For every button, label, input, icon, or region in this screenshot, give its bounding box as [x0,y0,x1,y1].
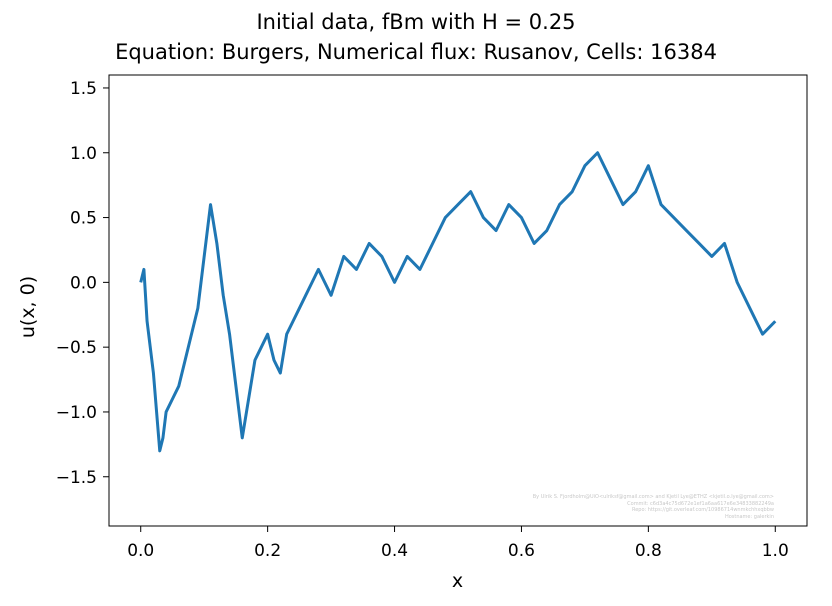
y-tick-label: 1.0 [70,144,97,164]
x-tick-label: 0.8 [635,541,662,561]
x-tick-label: 0.0 [127,541,154,561]
watermark-line: By Ulrik S. Fjordholm@UiO<ulriksf@gmail.… [532,494,774,500]
y-tick-label: −1.5 [56,468,97,488]
x-axis-ticks: 0.0 0.2 0.4 0.6 0.8 1.0 [127,526,789,561]
x-tick-label: 0.2 [254,541,281,561]
y-axis-label: u(x, 0) [17,275,39,339]
series-layer [139,151,777,453]
chart-title: Initial data, fBm with H = 0.25 [256,10,576,34]
x-axis-label: x [451,570,464,592]
y-tick-label: 0.0 [70,273,97,293]
watermark-line: Hostname: galerkin [724,513,774,520]
x-tick-label: 0.4 [381,541,408,561]
chart-subtitle: Equation: Burgers, Numerical flux: Rusan… [115,40,717,64]
x-tick-label: 1.0 [762,541,789,561]
y-tick-label: 1.5 [70,79,97,99]
y-tick-label: −0.5 [56,338,97,358]
y-axis-ticks: −1.5 −1.0 −0.5 0.0 0.5 1.0 1.5 [56,79,109,488]
watermark-line: Repo: https://git.overleaf.com/10986714w… [631,507,774,513]
y-tick-label: 0.5 [70,209,97,229]
watermark: By Ulrik S. Fjordholm@UiO<ulriksf@gmail.… [533,494,774,520]
y-tick-label: −1.0 [56,403,97,423]
axes-frame [108,74,808,527]
watermark-line: Commit: c6d3a4c75d672e1ef1a6aa617e6e3483… [627,500,774,507]
series-line [139,151,777,453]
x-tick-label: 0.6 [508,541,535,561]
